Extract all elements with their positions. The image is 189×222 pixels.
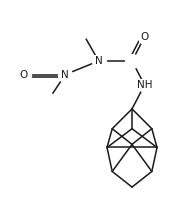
Text: O: O bbox=[140, 32, 149, 42]
Text: N: N bbox=[95, 56, 103, 66]
Text: N: N bbox=[61, 69, 69, 79]
Text: NH: NH bbox=[137, 80, 152, 90]
Text: O: O bbox=[19, 69, 28, 79]
